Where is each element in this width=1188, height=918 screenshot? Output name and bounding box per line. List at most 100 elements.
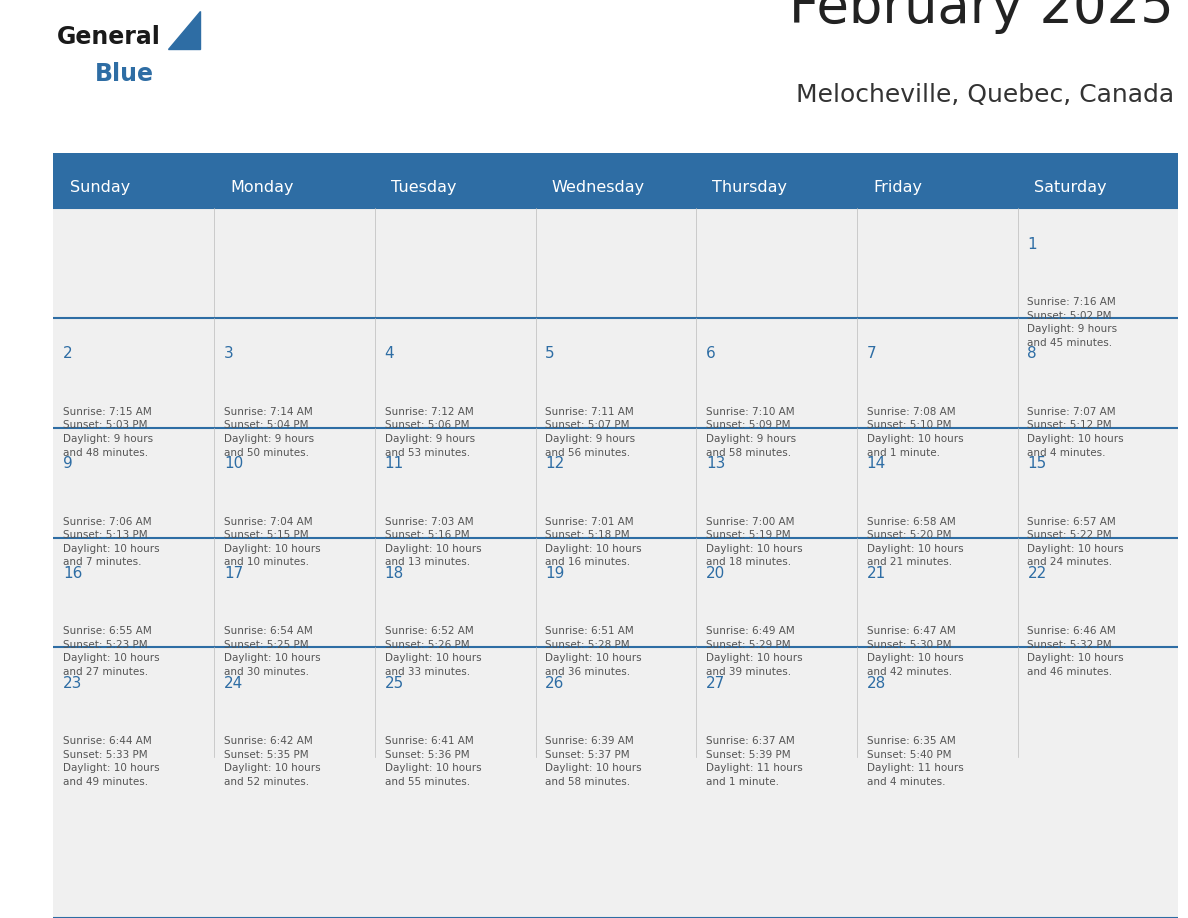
- Text: Sunrise: 6:46 AM
Sunset: 5:32 PM
Daylight: 10 hours
and 46 minutes.: Sunrise: 6:46 AM Sunset: 5:32 PM Dayligh…: [1028, 626, 1124, 677]
- Bar: [857, 319, 1018, 428]
- Bar: [375, 428, 536, 538]
- Text: Sunrise: 6:49 AM
Sunset: 5:29 PM
Daylight: 10 hours
and 39 minutes.: Sunrise: 6:49 AM Sunset: 5:29 PM Dayligh…: [706, 626, 803, 677]
- Text: Sunrise: 7:11 AM
Sunset: 5:07 PM
Daylight: 9 hours
and 56 minutes.: Sunrise: 7:11 AM Sunset: 5:07 PM Dayligh…: [545, 407, 636, 457]
- Text: 24: 24: [223, 676, 244, 690]
- Bar: [1018, 208, 1178, 319]
- Text: 1: 1: [1028, 237, 1037, 252]
- Bar: [53, 647, 214, 757]
- Polygon shape: [168, 11, 200, 49]
- Text: 2: 2: [63, 346, 72, 362]
- Text: Sunrise: 6:47 AM
Sunset: 5:30 PM
Daylight: 10 hours
and 42 minutes.: Sunrise: 6:47 AM Sunset: 5:30 PM Dayligh…: [867, 626, 963, 677]
- Text: Sunrise: 7:01 AM
Sunset: 5:18 PM
Daylight: 10 hours
and 16 minutes.: Sunrise: 7:01 AM Sunset: 5:18 PM Dayligh…: [545, 517, 642, 567]
- Text: Sunrise: 7:14 AM
Sunset: 5:04 PM
Daylight: 9 hours
and 50 minutes.: Sunrise: 7:14 AM Sunset: 5:04 PM Dayligh…: [223, 407, 314, 457]
- Text: Sunrise: 7:03 AM
Sunset: 5:16 PM
Daylight: 10 hours
and 13 minutes.: Sunrise: 7:03 AM Sunset: 5:16 PM Dayligh…: [385, 517, 481, 567]
- Text: February 2025: February 2025: [789, 0, 1174, 34]
- Bar: [696, 538, 857, 647]
- Text: Sunrise: 7:08 AM
Sunset: 5:10 PM
Daylight: 10 hours
and 1 minute.: Sunrise: 7:08 AM Sunset: 5:10 PM Dayligh…: [867, 407, 963, 457]
- Text: 13: 13: [706, 456, 726, 471]
- Text: Sunrise: 7:07 AM
Sunset: 5:12 PM
Daylight: 10 hours
and 4 minutes.: Sunrise: 7:07 AM Sunset: 5:12 PM Dayligh…: [1028, 407, 1124, 457]
- Bar: [536, 538, 696, 647]
- Text: 27: 27: [706, 676, 725, 690]
- Text: 25: 25: [385, 676, 404, 690]
- Text: Tuesday: Tuesday: [391, 180, 456, 195]
- Text: 28: 28: [867, 676, 886, 690]
- Text: 18: 18: [385, 565, 404, 581]
- Text: Sunrise: 6:55 AM
Sunset: 5:23 PM
Daylight: 10 hours
and 27 minutes.: Sunrise: 6:55 AM Sunset: 5:23 PM Dayligh…: [63, 626, 159, 677]
- Text: 11: 11: [385, 456, 404, 471]
- Text: Sunrise: 7:04 AM
Sunset: 5:15 PM
Daylight: 10 hours
and 10 minutes.: Sunrise: 7:04 AM Sunset: 5:15 PM Dayligh…: [223, 517, 321, 567]
- Bar: [375, 647, 536, 757]
- Text: General: General: [57, 25, 162, 49]
- Bar: [536, 428, 696, 538]
- Text: Sunrise: 7:16 AM
Sunset: 5:02 PM
Daylight: 9 hours
and 45 minutes.: Sunrise: 7:16 AM Sunset: 5:02 PM Dayligh…: [1028, 297, 1118, 348]
- Bar: [857, 538, 1018, 647]
- Text: Blue: Blue: [95, 62, 154, 86]
- Bar: [375, 208, 536, 319]
- Bar: [53, 319, 214, 428]
- Bar: [1018, 319, 1178, 428]
- Text: Melocheville, Quebec, Canada: Melocheville, Quebec, Canada: [796, 84, 1174, 107]
- Text: 3: 3: [223, 346, 234, 362]
- Text: Sunrise: 6:58 AM
Sunset: 5:20 PM
Daylight: 10 hours
and 21 minutes.: Sunrise: 6:58 AM Sunset: 5:20 PM Dayligh…: [867, 517, 963, 567]
- Text: 10: 10: [223, 456, 244, 471]
- Text: 21: 21: [867, 565, 886, 581]
- Text: 7: 7: [867, 346, 877, 362]
- Bar: [1018, 647, 1178, 757]
- Text: Wednesday: Wednesday: [551, 180, 645, 195]
- Bar: [214, 208, 375, 319]
- Text: Sunrise: 6:37 AM
Sunset: 5:39 PM
Daylight: 11 hours
and 1 minute.: Sunrise: 6:37 AM Sunset: 5:39 PM Dayligh…: [706, 736, 803, 787]
- Bar: [375, 319, 536, 428]
- Text: Sunrise: 6:41 AM
Sunset: 5:36 PM
Daylight: 10 hours
and 55 minutes.: Sunrise: 6:41 AM Sunset: 5:36 PM Dayligh…: [385, 736, 481, 787]
- Text: Sunrise: 6:44 AM
Sunset: 5:33 PM
Daylight: 10 hours
and 49 minutes.: Sunrise: 6:44 AM Sunset: 5:33 PM Dayligh…: [63, 736, 159, 787]
- Bar: [1018, 538, 1178, 647]
- Text: Sunrise: 6:57 AM
Sunset: 5:22 PM
Daylight: 10 hours
and 24 minutes.: Sunrise: 6:57 AM Sunset: 5:22 PM Dayligh…: [1028, 517, 1124, 567]
- Bar: [214, 538, 375, 647]
- Bar: [53, 208, 214, 319]
- Text: 15: 15: [1028, 456, 1047, 471]
- Text: Thursday: Thursday: [713, 180, 788, 195]
- Text: Monday: Monday: [230, 180, 293, 195]
- Text: 8: 8: [1028, 346, 1037, 362]
- Bar: [375, 538, 536, 647]
- Text: Sunrise: 7:00 AM
Sunset: 5:19 PM
Daylight: 10 hours
and 18 minutes.: Sunrise: 7:00 AM Sunset: 5:19 PM Dayligh…: [706, 517, 803, 567]
- Text: Sunrise: 7:15 AM
Sunset: 5:03 PM
Daylight: 9 hours
and 48 minutes.: Sunrise: 7:15 AM Sunset: 5:03 PM Dayligh…: [63, 407, 153, 457]
- Text: 22: 22: [1028, 565, 1047, 581]
- Text: 16: 16: [63, 565, 82, 581]
- Text: 9: 9: [63, 456, 72, 471]
- Bar: [214, 319, 375, 428]
- Bar: [857, 428, 1018, 538]
- Text: 14: 14: [867, 456, 886, 471]
- Bar: [696, 428, 857, 538]
- Bar: [857, 647, 1018, 757]
- Bar: [1018, 428, 1178, 538]
- Bar: [536, 208, 696, 319]
- Bar: [53, 538, 214, 647]
- Text: 17: 17: [223, 565, 244, 581]
- Bar: [536, 647, 696, 757]
- Text: 26: 26: [545, 676, 564, 690]
- Text: Sunrise: 6:54 AM
Sunset: 5:25 PM
Daylight: 10 hours
and 30 minutes.: Sunrise: 6:54 AM Sunset: 5:25 PM Dayligh…: [223, 626, 321, 677]
- Text: Sunrise: 6:39 AM
Sunset: 5:37 PM
Daylight: 10 hours
and 58 minutes.: Sunrise: 6:39 AM Sunset: 5:37 PM Dayligh…: [545, 736, 642, 787]
- Bar: [214, 647, 375, 757]
- Bar: [53, 428, 214, 538]
- Text: 23: 23: [63, 676, 82, 690]
- Text: 4: 4: [385, 346, 394, 362]
- Text: Sunrise: 6:51 AM
Sunset: 5:28 PM
Daylight: 10 hours
and 36 minutes.: Sunrise: 6:51 AM Sunset: 5:28 PM Dayligh…: [545, 626, 642, 677]
- Bar: [857, 208, 1018, 319]
- Bar: [696, 647, 857, 757]
- Text: 5: 5: [545, 346, 555, 362]
- Text: 12: 12: [545, 456, 564, 471]
- Text: Saturday: Saturday: [1034, 180, 1106, 195]
- Text: Sunrise: 7:10 AM
Sunset: 5:09 PM
Daylight: 9 hours
and 58 minutes.: Sunrise: 7:10 AM Sunset: 5:09 PM Dayligh…: [706, 407, 796, 457]
- Text: Sunrise: 7:12 AM
Sunset: 5:06 PM
Daylight: 9 hours
and 53 minutes.: Sunrise: 7:12 AM Sunset: 5:06 PM Dayligh…: [385, 407, 475, 457]
- Text: 19: 19: [545, 565, 564, 581]
- Text: 20: 20: [706, 565, 725, 581]
- Text: Friday: Friday: [873, 180, 922, 195]
- Text: 6: 6: [706, 346, 715, 362]
- Bar: [536, 319, 696, 428]
- Text: Sunrise: 6:52 AM
Sunset: 5:26 PM
Daylight: 10 hours
and 33 minutes.: Sunrise: 6:52 AM Sunset: 5:26 PM Dayligh…: [385, 626, 481, 677]
- Bar: [696, 319, 857, 428]
- Text: Sunrise: 7:06 AM
Sunset: 5:13 PM
Daylight: 10 hours
and 7 minutes.: Sunrise: 7:06 AM Sunset: 5:13 PM Dayligh…: [63, 517, 159, 567]
- Text: Sunrise: 6:42 AM
Sunset: 5:35 PM
Daylight: 10 hours
and 52 minutes.: Sunrise: 6:42 AM Sunset: 5:35 PM Dayligh…: [223, 736, 321, 787]
- Bar: [696, 208, 857, 319]
